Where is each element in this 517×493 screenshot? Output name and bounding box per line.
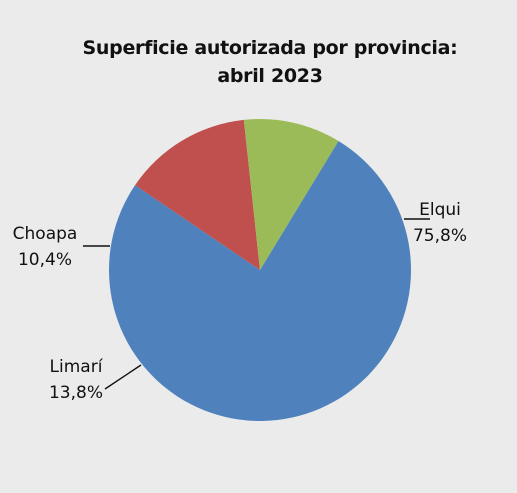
pie-slice-elqui [108,140,411,422]
slice-value-choapa: 10,4% [18,250,72,270]
pie-slice-limar [135,119,260,271]
chart-title: Superficie autorizada por provincia: abr… [60,34,480,90]
slice-value-elqui: 75,8% [413,226,467,246]
chart-title-line-2: abril 2023 [217,65,323,87]
leader-line-limar [104,364,142,390]
pie-slice-choapa [243,119,339,270]
slice-label-limar: Limarí [50,357,104,377]
slice-label-elqui: Elqui [419,200,461,220]
chart-title-line-1: Superficie autorizada por provincia: [82,37,458,59]
slice-label-choapa: Choapa [13,224,78,244]
slice-value-limar: 13,8% [49,383,103,403]
